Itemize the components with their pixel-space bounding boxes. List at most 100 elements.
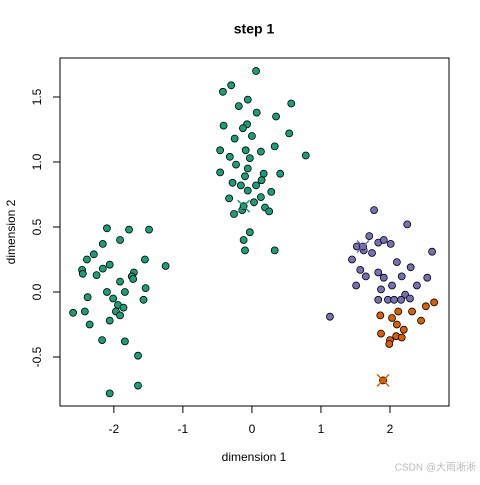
point: [241, 172, 249, 181]
point: [403, 220, 412, 229]
point: [219, 87, 227, 96]
point: [92, 271, 101, 279]
point: [245, 228, 254, 237]
point: [252, 67, 260, 75]
point: [241, 146, 250, 155]
point: [374, 295, 383, 304]
point: [368, 249, 376, 257]
point: [78, 269, 87, 278]
point: [259, 169, 268, 178]
point: [379, 236, 388, 244]
point: [109, 294, 118, 303]
point: [428, 247, 436, 256]
point: [388, 314, 396, 322]
centroid: [356, 239, 370, 254]
point: [243, 164, 252, 173]
point: [285, 129, 294, 138]
point: [252, 108, 261, 117]
point: [385, 340, 394, 348]
point: [145, 225, 153, 234]
point: [83, 293, 92, 302]
point: [105, 260, 114, 269]
point: [388, 281, 396, 290]
chart-title: step 1: [234, 21, 275, 37]
point: [230, 210, 238, 218]
point: [80, 307, 89, 316]
point: [89, 250, 98, 259]
point: [219, 121, 228, 130]
point: [394, 307, 403, 316]
point: [421, 302, 430, 311]
point: [250, 198, 258, 207]
point: [248, 132, 256, 140]
point: [116, 236, 124, 244]
point: [120, 288, 129, 296]
point: [390, 295, 399, 304]
x-tick-label: 2: [387, 422, 394, 436]
point: [161, 262, 170, 270]
x-tick-label: -2: [109, 422, 120, 436]
y-tick-label: -0.5: [30, 346, 44, 367]
point: [256, 193, 265, 201]
point: [287, 99, 296, 108]
point: [98, 336, 107, 344]
point: [267, 187, 276, 196]
point: [272, 112, 280, 121]
point: [377, 285, 385, 294]
point: [241, 246, 249, 255]
point: [417, 316, 425, 325]
point: [301, 151, 310, 160]
point: [69, 308, 78, 317]
point: [348, 255, 356, 264]
point: [139, 295, 148, 304]
point: [120, 337, 129, 346]
point: [116, 277, 124, 286]
point: [105, 316, 114, 325]
point: [370, 206, 378, 214]
point: [361, 272, 370, 281]
point: [134, 381, 142, 390]
point: [98, 239, 107, 248]
x-tick-label: 1: [318, 422, 325, 436]
point: [141, 255, 149, 264]
point: [397, 295, 405, 304]
point: [234, 102, 243, 110]
point: [365, 232, 374, 240]
point: [85, 320, 94, 329]
y-tick-label: 0.5: [30, 218, 44, 235]
point: [232, 160, 240, 169]
point: [256, 147, 265, 156]
watermark: CSDN @大雨淅淅: [395, 461, 476, 474]
point: [225, 152, 234, 161]
point: [374, 268, 383, 277]
point: [239, 236, 248, 244]
point: [423, 273, 432, 282]
point: [141, 284, 150, 292]
point: [228, 178, 237, 187]
point: [270, 246, 279, 255]
point: [430, 298, 439, 307]
point: [408, 307, 416, 316]
y-tick-label: 1.5: [30, 88, 44, 105]
point: [326, 312, 334, 321]
point: [83, 255, 91, 264]
point: [245, 154, 254, 162]
centroid-cross: [356, 239, 370, 254]
point: [276, 169, 285, 178]
centroid-cross: [376, 373, 390, 387]
point: [129, 275, 138, 283]
point: [239, 124, 247, 133]
point: [230, 134, 239, 143]
point: [397, 333, 406, 342]
point: [406, 294, 414, 303]
point: [406, 263, 415, 272]
point: [216, 146, 225, 155]
point: [236, 181, 245, 190]
centroid-cross: [237, 199, 251, 213]
point: [216, 168, 225, 177]
x-tick-label: 0: [249, 422, 256, 436]
point: [134, 351, 142, 360]
point: [392, 258, 401, 266]
point: [270, 142, 279, 151]
